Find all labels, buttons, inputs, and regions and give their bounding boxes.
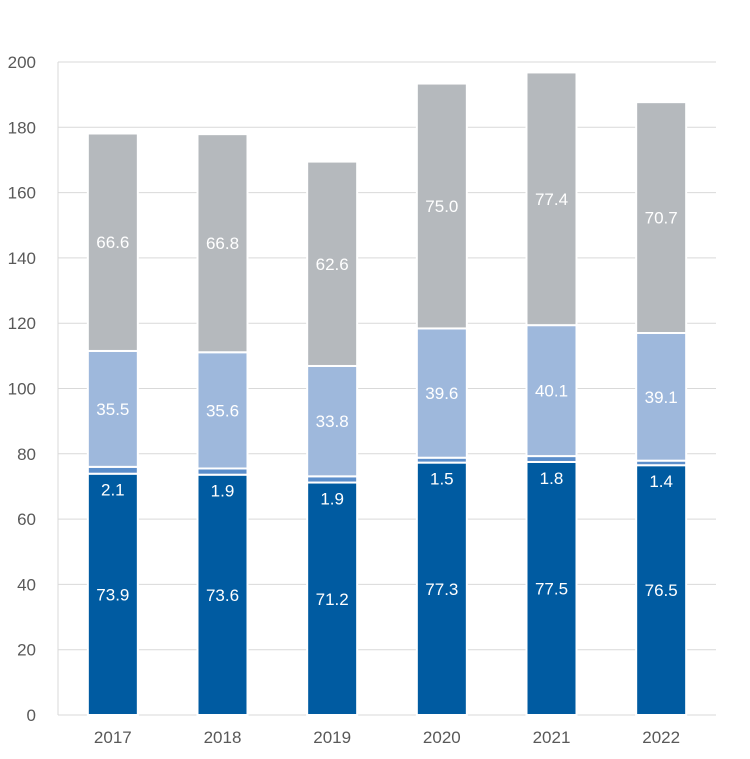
bar-segment xyxy=(525,71,578,327)
y-tick-label: 200 xyxy=(8,53,36,72)
data-label: 1.9 xyxy=(211,482,235,501)
data-label: 39.6 xyxy=(425,384,458,403)
data-label: 1.5 xyxy=(430,470,454,489)
data-label: 1.4 xyxy=(649,472,673,491)
y-tick-label: 40 xyxy=(17,575,36,594)
data-label: 35.6 xyxy=(206,401,239,420)
y-tick-label: 160 xyxy=(8,184,36,203)
data-label: 33.8 xyxy=(316,412,349,431)
y-tick-label: 100 xyxy=(8,380,36,399)
bar-segment xyxy=(415,461,468,717)
x-axis-ticks: 2017 2018 2019 2020 2021 2022 xyxy=(94,728,680,747)
x-tick-label: 2020 xyxy=(423,728,461,747)
data-label: 2.1 xyxy=(101,481,125,500)
x-tick-label: 2018 xyxy=(204,728,242,747)
bar-segment xyxy=(306,481,359,717)
x-tick-label: 2021 xyxy=(533,728,571,747)
data-label: 66.6 xyxy=(96,233,129,252)
bar-segment xyxy=(306,160,359,367)
y-tick-label: 0 xyxy=(27,706,36,725)
bar-segment xyxy=(86,472,139,716)
y-tick-label: 60 xyxy=(17,510,36,529)
x-tick-label: 2019 xyxy=(313,728,351,747)
x-tick-label: 2022 xyxy=(642,728,680,747)
data-label: 39.1 xyxy=(645,388,678,407)
data-label: 1.8 xyxy=(540,469,564,488)
data-label: 73.6 xyxy=(206,586,239,605)
data-label: 77.5 xyxy=(535,579,568,598)
y-tick-label: 20 xyxy=(17,641,36,660)
bar-segment xyxy=(196,133,249,354)
data-label: 75.0 xyxy=(425,197,458,216)
bar-segment xyxy=(86,465,139,475)
bar-segment xyxy=(415,82,468,330)
data-label: 77.4 xyxy=(535,190,568,209)
y-tick-label: 140 xyxy=(8,249,36,268)
bar-segment xyxy=(635,101,688,334)
data-label: 70.7 xyxy=(645,209,678,228)
data-label: 71.2 xyxy=(316,590,349,609)
bar-segment xyxy=(86,132,139,352)
y-axis-ticks: 0 20 40 60 80 100 120 140 160 180 200 xyxy=(8,53,36,725)
bar-segment xyxy=(525,460,578,716)
y-tick-label: 120 xyxy=(8,314,36,333)
y-tick-label: 180 xyxy=(8,118,36,137)
y-tick-label: 80 xyxy=(17,445,36,464)
data-label: 40.1 xyxy=(535,382,568,401)
data-label: 35.5 xyxy=(96,400,129,419)
x-tick-label: 2017 xyxy=(94,728,132,747)
bar-stacks: 73.9 2.1 35.5 66.6 73.6 1.9 35.6 66.8 71.2 1.9 33.… xyxy=(86,71,688,717)
data-label: 62.6 xyxy=(316,255,349,274)
data-label: 1.9 xyxy=(320,490,344,509)
bar-segment xyxy=(525,324,578,458)
data-label: 73.9 xyxy=(96,585,129,604)
data-label: 66.8 xyxy=(206,234,239,253)
data-label: 76.5 xyxy=(645,581,678,600)
data-label: 77.3 xyxy=(425,580,458,599)
gridlines xyxy=(57,61,716,716)
